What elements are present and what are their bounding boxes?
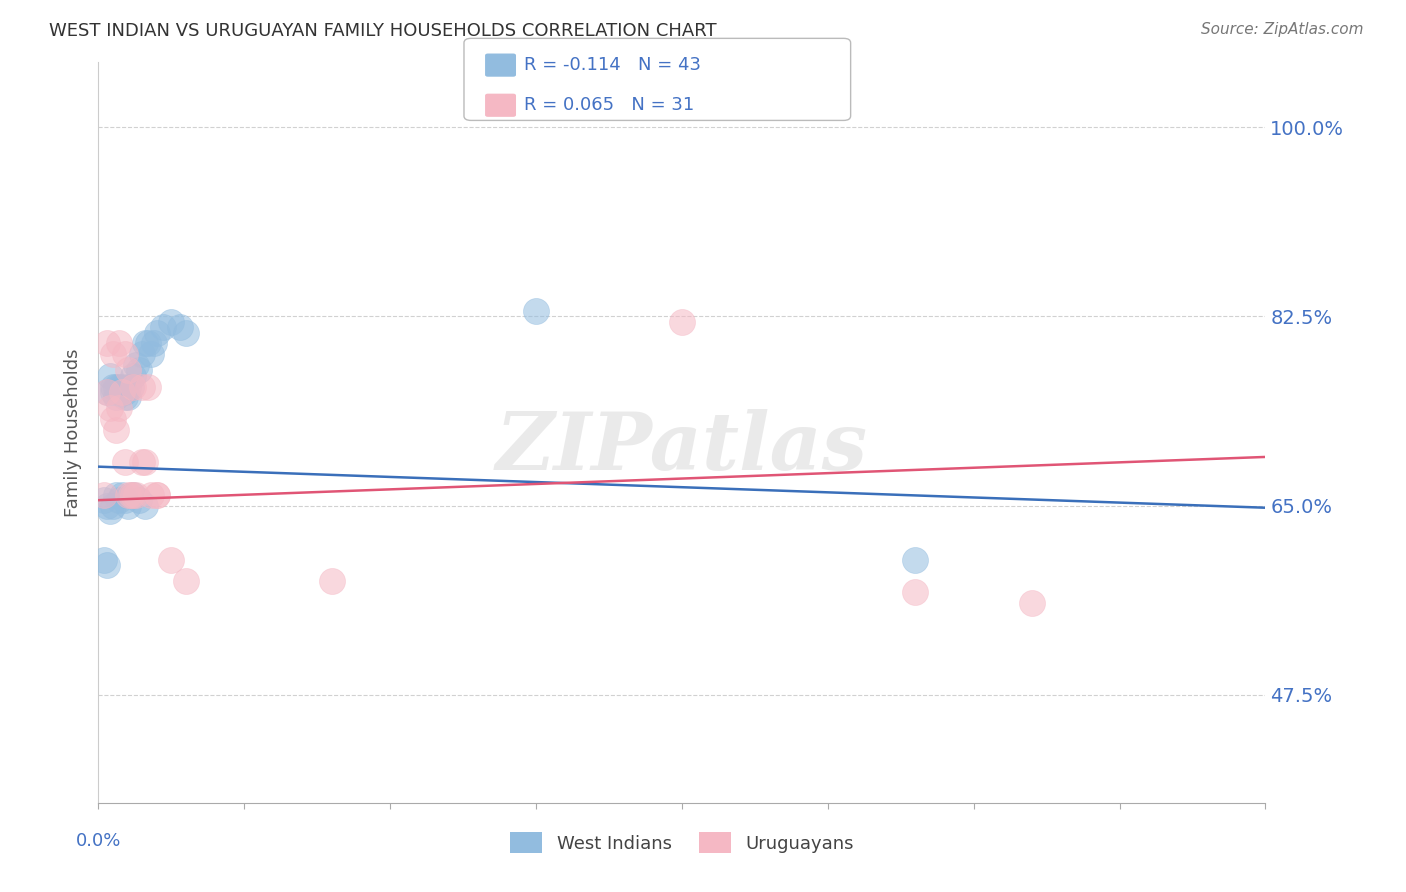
Point <box>152 320 174 334</box>
Point <box>101 412 124 426</box>
Point <box>117 488 139 502</box>
Text: 0.0%: 0.0% <box>76 832 121 850</box>
Point <box>122 380 145 394</box>
Point <box>111 385 134 400</box>
Point <box>96 385 118 400</box>
Text: ZIPatlas: ZIPatlas <box>496 409 868 486</box>
Point <box>1021 596 1043 610</box>
Point <box>174 326 197 340</box>
Point <box>96 336 118 351</box>
Point <box>114 391 136 405</box>
Point <box>122 488 145 502</box>
Point <box>108 380 131 394</box>
Point <box>104 380 127 394</box>
Point <box>96 385 118 400</box>
Point <box>108 493 131 508</box>
Y-axis label: Family Households: Family Households <box>65 349 83 516</box>
Point <box>108 336 131 351</box>
Point <box>101 380 124 394</box>
Point <box>117 363 139 377</box>
Point <box>524 304 547 318</box>
Text: R = -0.114   N = 43: R = -0.114 N = 43 <box>524 56 702 74</box>
Point <box>134 499 156 513</box>
Point <box>139 488 162 502</box>
Point <box>98 368 121 383</box>
Point <box>174 574 197 589</box>
Point <box>671 315 693 329</box>
Point <box>96 558 118 572</box>
Point <box>93 488 115 502</box>
Text: Source: ZipAtlas.com: Source: ZipAtlas.com <box>1201 22 1364 37</box>
Point <box>136 336 159 351</box>
Point <box>146 488 169 502</box>
Point <box>122 488 145 502</box>
Point <box>108 401 131 416</box>
Point <box>96 499 118 513</box>
Point <box>93 493 115 508</box>
Point <box>904 585 927 599</box>
Point <box>114 455 136 469</box>
Point <box>111 385 134 400</box>
Point <box>321 574 343 589</box>
Point <box>142 336 165 351</box>
Point <box>131 380 153 394</box>
Point <box>904 552 927 566</box>
Point <box>120 380 142 394</box>
Point <box>117 380 139 394</box>
Point <box>114 493 136 508</box>
Point <box>160 552 183 566</box>
Point <box>101 499 124 513</box>
Point <box>98 504 121 518</box>
Point <box>111 488 134 502</box>
Point <box>146 326 169 340</box>
Point <box>104 391 127 405</box>
Point <box>114 347 136 361</box>
Point <box>120 488 142 502</box>
Point <box>117 391 139 405</box>
Point <box>131 455 153 469</box>
Point <box>128 493 150 508</box>
Point <box>160 315 183 329</box>
Point <box>111 380 134 394</box>
Point <box>114 385 136 400</box>
Point <box>128 363 150 377</box>
Legend: West Indians, Uruguayans: West Indians, Uruguayans <box>502 825 862 861</box>
Point <box>169 320 191 334</box>
Point <box>122 368 145 383</box>
Point <box>104 423 127 437</box>
Point <box>146 488 169 502</box>
Point <box>125 488 148 502</box>
Point <box>101 347 124 361</box>
Text: R = 0.065   N = 31: R = 0.065 N = 31 <box>524 96 695 114</box>
Point <box>131 347 153 361</box>
Point <box>117 499 139 513</box>
Point <box>101 385 124 400</box>
Point <box>139 347 162 361</box>
Point <box>136 380 159 394</box>
Text: WEST INDIAN VS URUGUAYAN FAMILY HOUSEHOLDS CORRELATION CHART: WEST INDIAN VS URUGUAYAN FAMILY HOUSEHOL… <box>49 22 717 40</box>
Point <box>134 336 156 351</box>
Point <box>93 552 115 566</box>
Point <box>104 488 127 502</box>
Point <box>98 401 121 416</box>
Point <box>125 358 148 372</box>
Point <box>134 455 156 469</box>
